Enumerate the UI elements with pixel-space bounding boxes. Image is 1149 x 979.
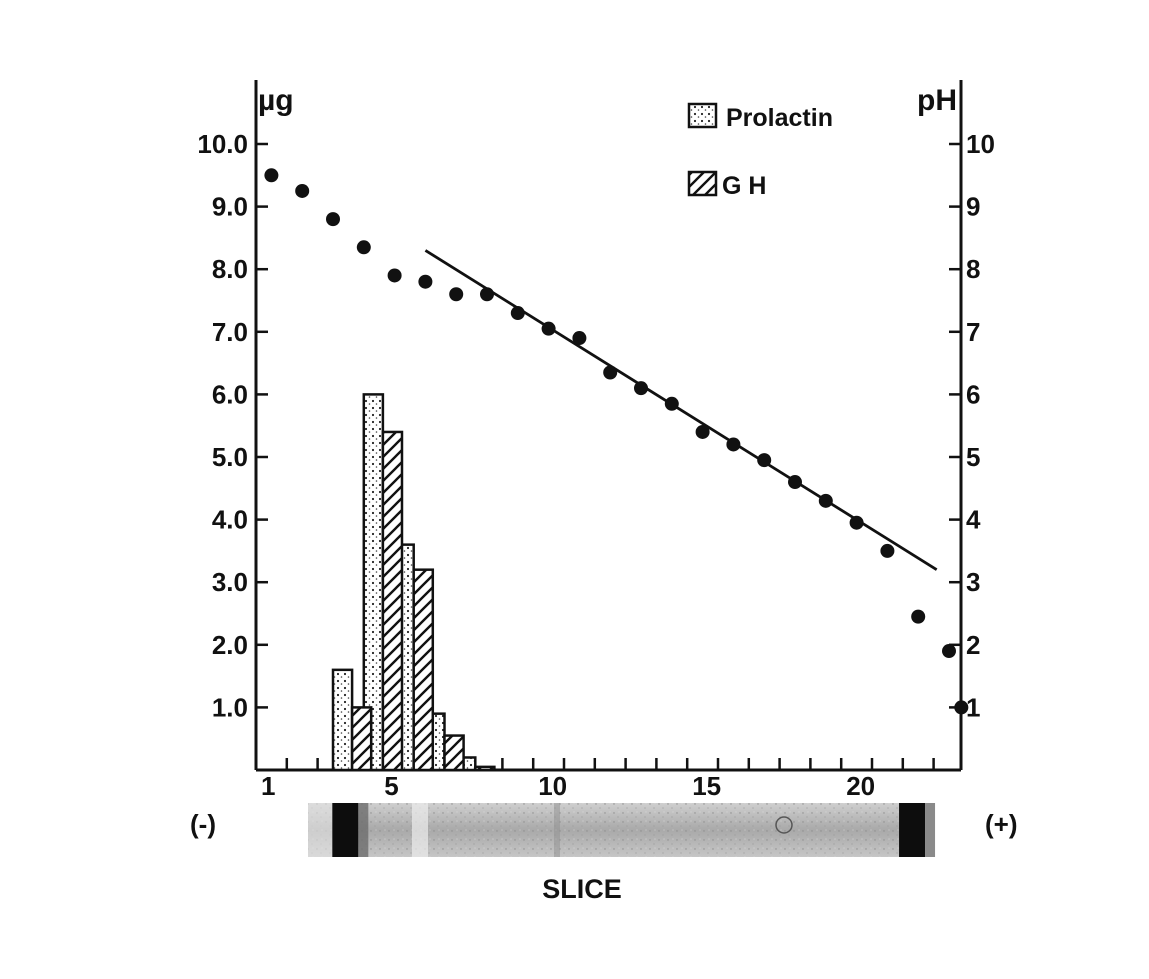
ph-point (510, 306, 525, 321)
left-tick-label: 10.0 (197, 129, 248, 159)
gh-bar (381, 430, 404, 772)
right-tick-label: 8 (966, 254, 980, 284)
x-tick-label: 10 (538, 771, 567, 801)
left-tick-label: 5.0 (212, 442, 248, 472)
right-tick-label: 4 (966, 505, 981, 535)
ph-point (818, 493, 833, 508)
gel-bubble (775, 816, 793, 834)
right-tick-label: 9 (966, 192, 980, 222)
ph-point (541, 321, 556, 336)
ph-point (788, 475, 802, 490)
ph-point (295, 183, 310, 198)
ph-point (326, 212, 340, 227)
left-tick-label: 7.0 (212, 317, 248, 347)
right-tick-label: 5 (966, 442, 980, 472)
x-tick-label: 5 (384, 771, 398, 801)
cathode-marker: (-) (190, 809, 216, 839)
gh-bar (350, 706, 373, 772)
x-tick-label: 15 (692, 771, 721, 801)
legend: Prolactin G H (687, 102, 833, 200)
right-tick-label: 1 (966, 692, 980, 722)
ph-point (726, 437, 741, 452)
ph-point (603, 365, 618, 380)
ph-fit-line (424, 249, 938, 571)
legend-label-prolactin: Prolactin (726, 104, 833, 132)
ph-point (942, 644, 956, 659)
bar-series (331, 393, 496, 772)
gh-bar (443, 734, 465, 772)
x-axis-title: SLICE (542, 874, 622, 904)
right-tick-label: 3 (966, 567, 980, 597)
ph-point (911, 609, 926, 624)
gel-dark-band (332, 803, 359, 857)
gel-dark-bands (332, 803, 936, 857)
left-tick-label: 4.0 (212, 505, 248, 535)
ph-point (634, 381, 648, 396)
ph-point (664, 396, 679, 411)
gh-bar (474, 765, 496, 772)
ph-point (757, 453, 772, 468)
anode-marker: (+) (985, 809, 1018, 839)
x-tick-label: 1 (261, 771, 275, 801)
ph-points (264, 168, 969, 715)
left-tick-label: 2.0 (212, 630, 248, 660)
gel-band-shadow (925, 803, 936, 857)
left-axis-title: µg (258, 84, 294, 117)
ph-point (264, 168, 279, 183)
ph-point (849, 515, 864, 530)
ph-point (954, 700, 969, 715)
ph-point (572, 331, 587, 346)
x-tick-label: 20 (846, 771, 875, 801)
right-tick-label: 7 (966, 317, 980, 347)
legend-swatch-prolactin (687, 102, 718, 129)
right-tick-label: 6 (966, 379, 980, 409)
gel-band-shadow (358, 803, 369, 857)
ph-point (449, 287, 464, 302)
ph-point (356, 240, 371, 255)
gh-bar (412, 568, 435, 772)
ph-point (387, 268, 402, 283)
left-tick-label: 8.0 (212, 254, 248, 284)
prolactin-bar (331, 668, 354, 772)
ph-point (480, 287, 494, 302)
right-axis-title: pH (917, 84, 957, 117)
ph-point (880, 543, 895, 558)
gel-strip (308, 803, 936, 857)
right-tick-label: 2 (966, 630, 980, 660)
right-tick-label: 10 (966, 129, 995, 159)
ph-fit-line-group (424, 249, 938, 571)
left-tick-label: 9.0 (212, 192, 248, 222)
legend-swatch-gh (687, 170, 718, 197)
left-tick-label: 3.0 (212, 567, 248, 597)
ph-point (418, 274, 433, 289)
legend-label-gh: G H (722, 172, 766, 200)
left-tick-label: 1.0 (212, 692, 248, 722)
gel-dark-band (899, 803, 926, 857)
left-axis-ticks: 1.0 2.0 3.0 4.0 5.0 6.0 7.0 8.0 9.0 10.0 (197, 129, 268, 722)
left-tick-label: 6.0 (212, 379, 248, 409)
right-axis-ticks: 1 2 3 4 5 6 7 8 9 10 (949, 129, 995, 722)
ph-point (695, 424, 710, 439)
